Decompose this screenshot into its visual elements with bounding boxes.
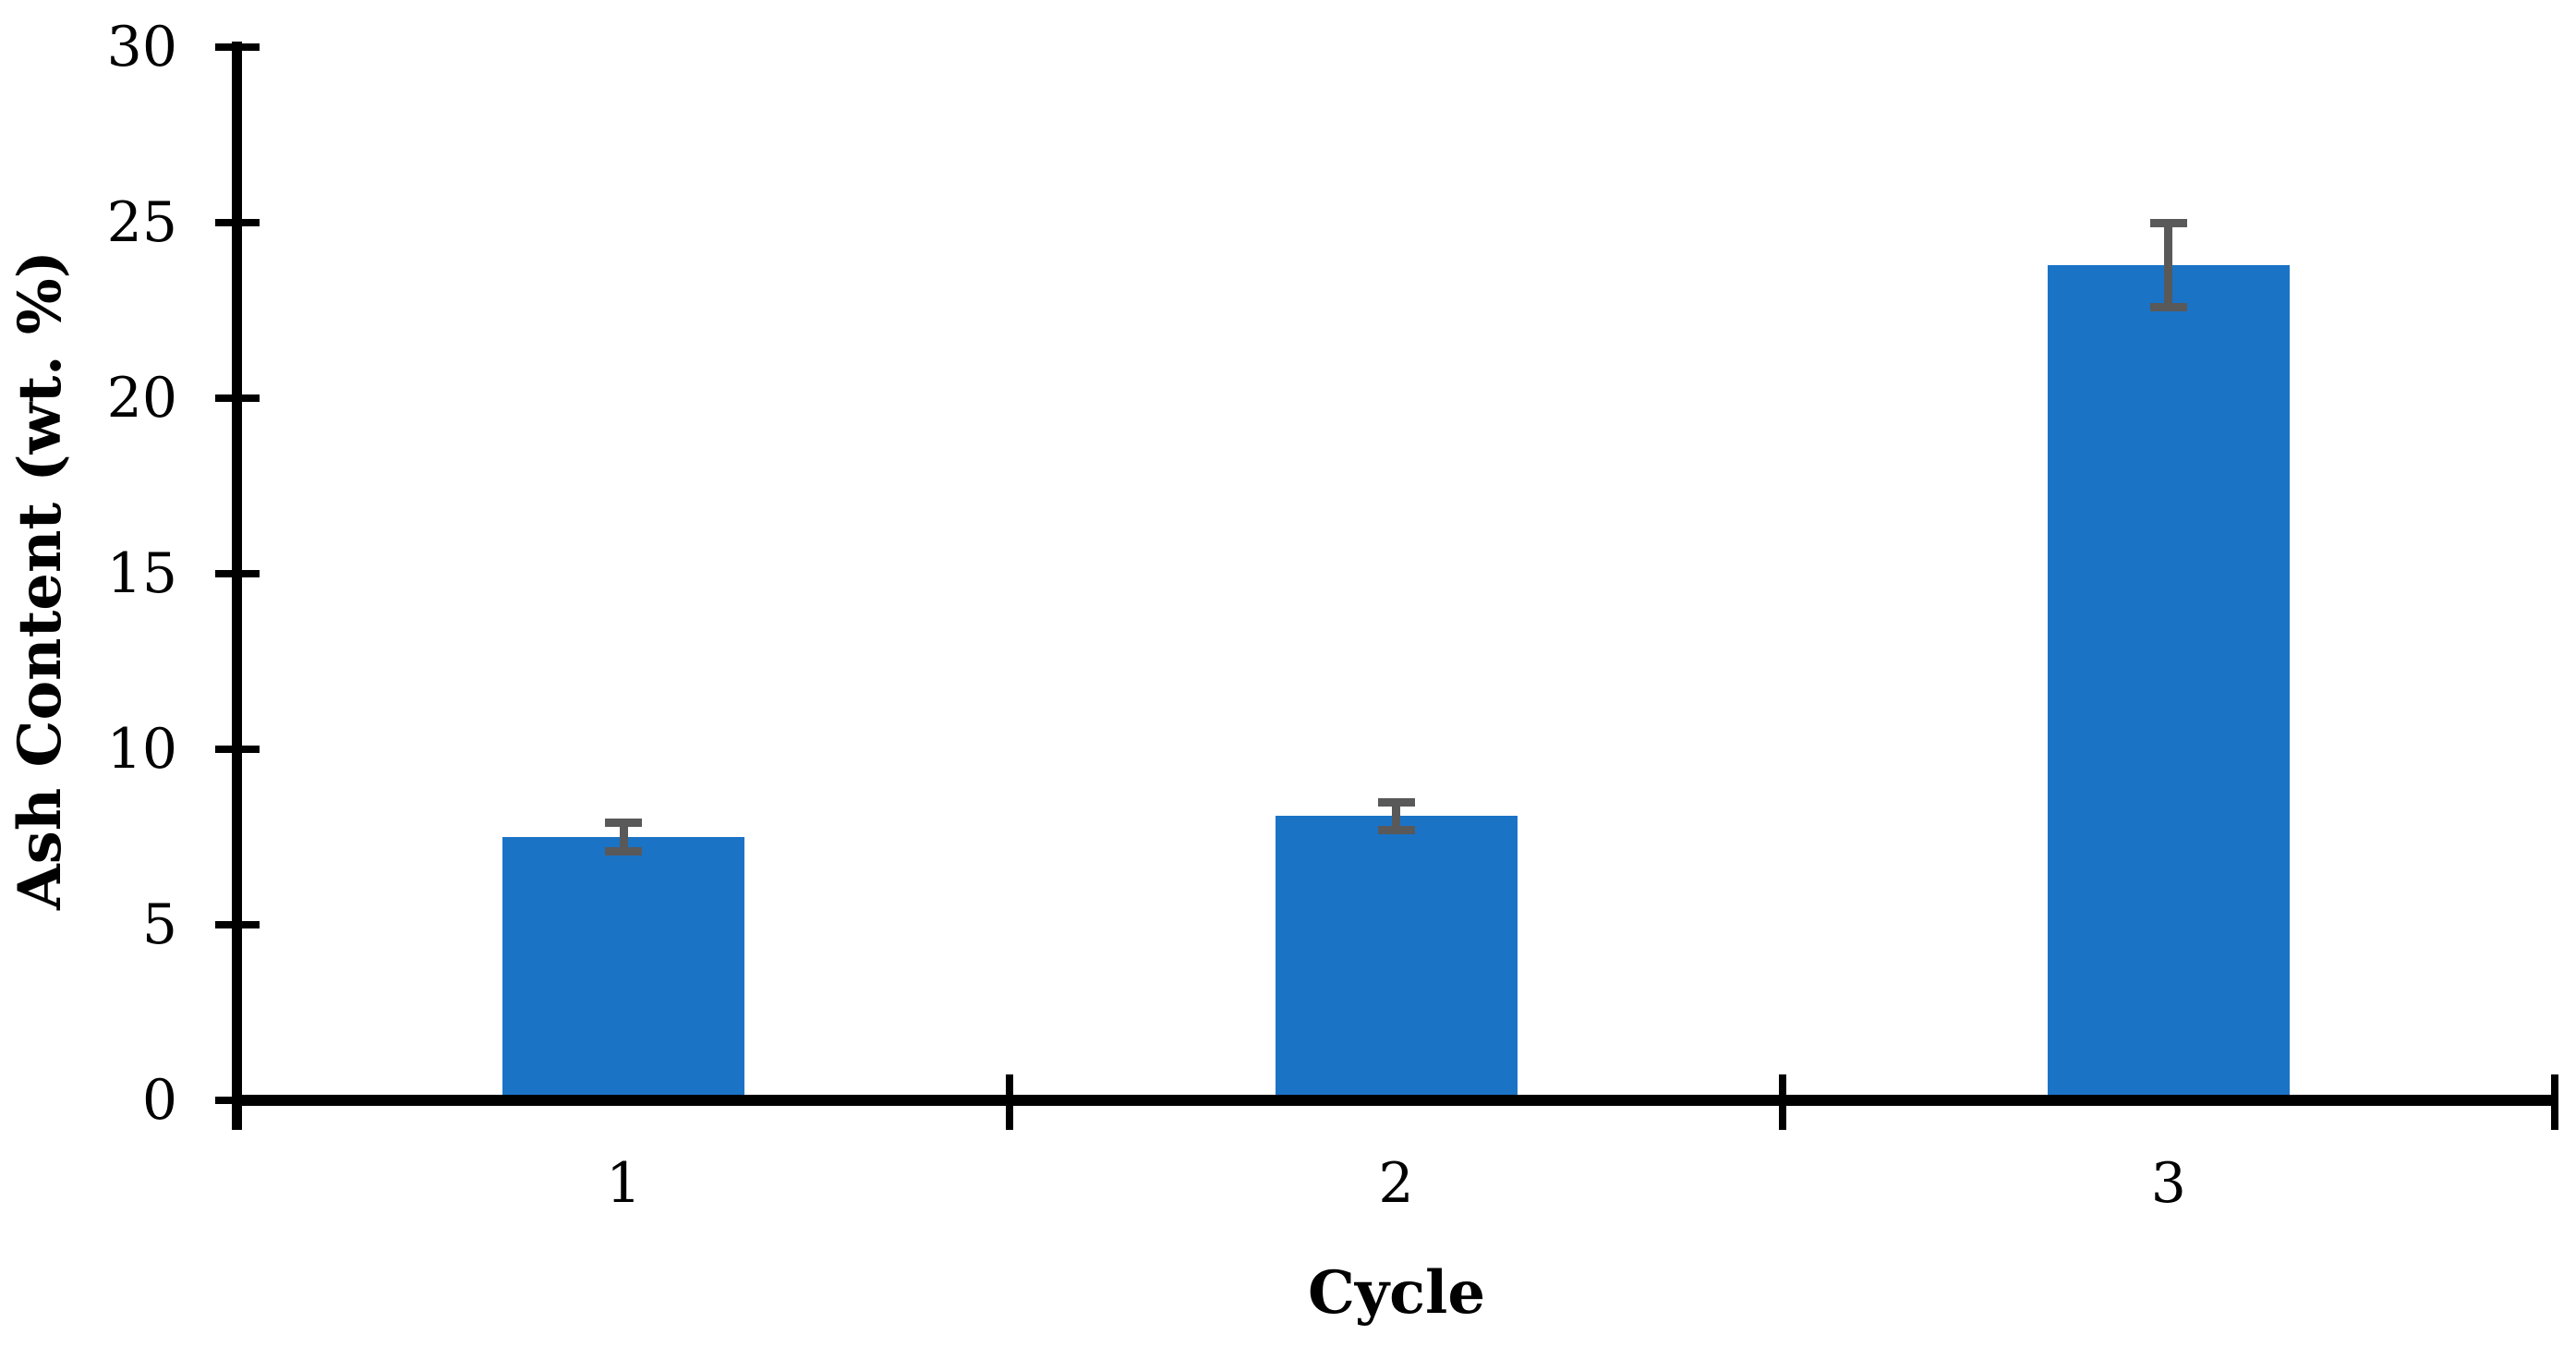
- x-tick-label: 3: [2150, 1151, 2186, 1216]
- y-tick-label: 0: [141, 1068, 177, 1133]
- y-axis-tick: [215, 219, 260, 226]
- x-axis-tick: [234, 1074, 241, 1130]
- error-bar-cap-bottom: [605, 846, 643, 855]
- y-axis-tick: [215, 394, 260, 402]
- y-tick-label: 25: [106, 190, 177, 255]
- bar: [1275, 816, 1518, 1106]
- error-bar-stem: [2164, 223, 2173, 308]
- x-tick-label: 1: [606, 1151, 642, 1216]
- x-axis-line: [232, 1095, 2558, 1106]
- x-axis-tick: [2551, 1074, 2558, 1130]
- x-axis-tick: [1778, 1074, 1786, 1130]
- x-axis-tick: [1006, 1074, 1014, 1130]
- error-bar-cap-top: [1377, 797, 1415, 807]
- y-axis-tick: [215, 921, 260, 928]
- error-bar-stem: [619, 822, 628, 852]
- x-tick-label: 2: [1378, 1151, 1414, 1216]
- y-tick-label: 15: [106, 541, 177, 606]
- error-bar-cap-bottom: [2149, 302, 2187, 311]
- error-bar-cap-bottom: [1377, 825, 1415, 834]
- x-axis-title: Cycle: [1307, 1258, 1486, 1328]
- y-axis-tick: [215, 570, 260, 577]
- y-tick-label: 5: [141, 892, 177, 957]
- bar: [502, 837, 745, 1106]
- error-bar-cap-top: [605, 819, 643, 828]
- bar: [2047, 264, 2290, 1106]
- y-tick-label: 10: [106, 717, 177, 782]
- y-tick-label: 30: [106, 15, 177, 79]
- y-tick-label: 20: [106, 366, 177, 431]
- y-axis-line: [232, 42, 242, 1130]
- error-bar-cap-top: [2149, 218, 2187, 227]
- y-axis-tick: [215, 43, 260, 51]
- y-axis-tick: [215, 746, 260, 753]
- error-bar-stem: [1392, 802, 1400, 831]
